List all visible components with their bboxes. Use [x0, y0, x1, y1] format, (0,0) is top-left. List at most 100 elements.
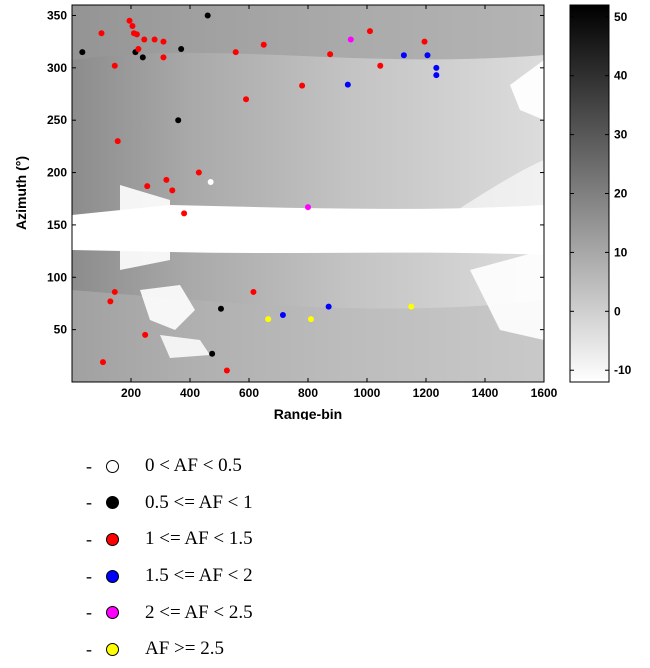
- data-point: [133, 31, 140, 38]
- data-point: [178, 45, 185, 52]
- y-axis-title: Azimuth (°): [13, 156, 29, 230]
- data-point: [151, 36, 158, 43]
- legend-marker-icon: [106, 496, 119, 510]
- x-axis-title: Range-bin: [274, 406, 342, 420]
- data-point: [433, 64, 440, 71]
- legend-item: - 2 <= AF < 2.5: [86, 594, 386, 631]
- colorbar-tick-label: 20: [614, 187, 628, 201]
- data-point: [421, 38, 428, 45]
- data-point: [400, 52, 407, 59]
- data-point: [424, 52, 431, 59]
- y-tick-label: 300: [47, 61, 67, 75]
- data-point: [195, 169, 202, 176]
- data-point: [265, 316, 272, 323]
- data-point: [175, 117, 182, 124]
- data-point: [79, 49, 86, 56]
- colorbar-tick-label: 10: [614, 245, 628, 259]
- data-point: [207, 178, 214, 185]
- data-point: [232, 49, 239, 56]
- data-point: [307, 316, 314, 323]
- data-point: [366, 28, 373, 35]
- data-point: [377, 62, 384, 69]
- data-point: [217, 305, 224, 312]
- data-point: [141, 36, 148, 43]
- data-point: [260, 41, 267, 48]
- data-point: [99, 359, 106, 366]
- colorbar-ticks: -10 0 10 20 30 40 50: [570, 10, 632, 377]
- data-point: [160, 54, 167, 61]
- legend-dash: -: [86, 455, 92, 476]
- x-tick-label: 1600: [531, 386, 558, 400]
- data-point: [163, 176, 170, 183]
- y-tick-label: 50: [54, 323, 68, 337]
- legend-dash: -: [86, 638, 92, 659]
- data-point: [142, 331, 149, 338]
- data-point: [114, 138, 121, 145]
- data-point: [299, 82, 306, 89]
- legend-label: 2 <= AF < 2.5: [145, 601, 253, 623]
- colorbar-tick-label: 40: [614, 69, 628, 83]
- data-point: [250, 288, 257, 295]
- data-point: [344, 81, 351, 88]
- data-point: [305, 204, 311, 211]
- data-point: [111, 62, 118, 69]
- y-tick-label: 200: [47, 166, 67, 180]
- legend-item: - 1.5 <= AF < 2: [86, 558, 386, 595]
- x-tick-label: 200: [121, 386, 141, 400]
- data-point: [111, 288, 118, 295]
- legend-marker-icon: [106, 532, 119, 546]
- legend-marker-icon: [106, 606, 119, 620]
- legend-item: - 0.5 <= AF < 1: [86, 485, 386, 522]
- legend-label: 0 < AF < 0.5: [145, 455, 242, 477]
- y-tick-label: 350: [47, 8, 67, 22]
- data-point: [433, 72, 440, 79]
- legend-label: 0.5 <= AF < 1: [145, 491, 253, 513]
- x-tick-label: 400: [180, 386, 200, 400]
- data-point: [160, 38, 167, 45]
- data-point: [107, 298, 114, 305]
- data-point: [135, 45, 142, 52]
- data-point: [139, 54, 146, 61]
- data-point: [223, 367, 230, 374]
- legend-marker-icon: [106, 569, 119, 583]
- legend-dash: -: [86, 565, 92, 586]
- data-point: [181, 210, 188, 217]
- y-axis-ticks: 50 100 150 200 250 300 350: [47, 8, 544, 337]
- data-point: [327, 51, 334, 58]
- x-tick-label: 800: [298, 386, 318, 400]
- legend-item: - 1 <= AF < 1.5: [86, 521, 386, 558]
- colorbar-tick-label: 30: [614, 128, 628, 142]
- data-point: [209, 350, 216, 357]
- data-point: [126, 17, 133, 24]
- data-point: [279, 311, 286, 318]
- legend-item: - AF >= 2.5: [86, 631, 386, 668]
- y-tick-label: 150: [47, 218, 67, 232]
- legend-dash: -: [86, 602, 92, 623]
- y-tick-label: 250: [47, 113, 67, 127]
- colorbar-tick-label: -10: [614, 363, 632, 377]
- data-point: [144, 183, 151, 190]
- x-tick-label: 1000: [354, 386, 381, 400]
- legend-dash: -: [86, 492, 92, 513]
- colorbar-tick-label: 50: [614, 10, 628, 24]
- legend-label: 1.5 <= AF < 2: [145, 565, 253, 587]
- x-tick-label: 1200: [413, 386, 440, 400]
- data-point: [98, 30, 105, 37]
- legend-label: 1 <= AF < 1.5: [145, 528, 253, 550]
- legend-item: - 0 < AF < 0.5: [86, 448, 386, 485]
- y-tick-label: 100: [47, 270, 67, 284]
- data-point: [243, 96, 250, 103]
- data-points: [79, 12, 440, 374]
- data-point: [408, 303, 415, 310]
- legend: - 0 < AF < 0.5 - 0.5 <= AF < 1 - 1 <= AF < 1.…: [86, 448, 386, 668]
- legend-label: AF >= 2.5: [145, 638, 224, 660]
- colorbar: [569, 4, 610, 383]
- legend-marker-icon: [106, 459, 119, 473]
- data-point: [129, 22, 136, 29]
- data-point: [204, 12, 211, 19]
- data-point: [325, 303, 332, 310]
- x-tick-label: 1400: [472, 386, 499, 400]
- colorbar-tick-label: 0: [614, 304, 621, 318]
- data-point: [347, 36, 354, 43]
